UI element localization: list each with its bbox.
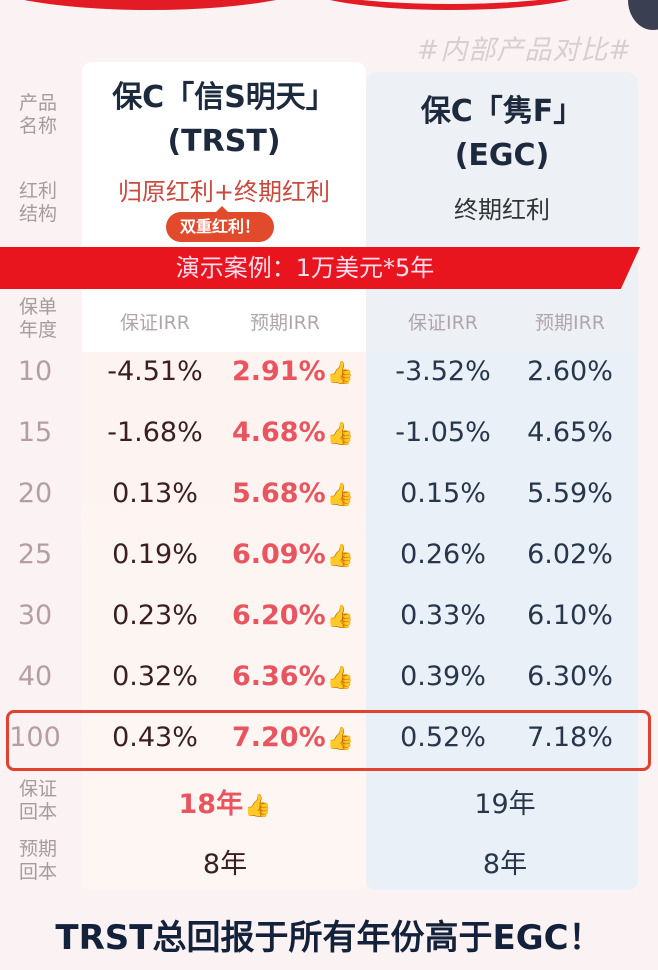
product-a-name-line1: 保C「信S明天」: [112, 80, 336, 115]
b-guaranteed-irr-cell: 0.39%: [400, 661, 486, 692]
b-guaranteed-irr-cell: 0.26%: [400, 539, 486, 570]
policy-year-cell: 25: [17, 539, 53, 570]
a-expected-irr-cell: 6.20%👍: [231, 600, 355, 631]
double-dividend-badge: 双重红利！: [166, 206, 274, 242]
label-product-name: 产品名称: [18, 92, 57, 137]
b-guaranteed-irr-cell: -3.52%: [395, 356, 491, 387]
b-guaranteed-irr-cell: 0.15%: [400, 478, 486, 509]
a-guaranteed-irr-cell: 0.19%: [112, 539, 198, 570]
b-expected-irr-cell: 2.60%: [527, 356, 613, 387]
a-expected-irr-cell: 5.68%👍: [231, 478, 355, 509]
header-b-expected-irr: 预期IRR: [534, 312, 605, 334]
thumbs-up-heart-icon: 👍: [326, 544, 355, 569]
decorative-shape: [628, 0, 658, 30]
thumbs-up-heart-icon: 👍: [244, 794, 272, 819]
b-expected-irr-cell: 4.65%: [527, 417, 613, 448]
a-guaranteed-irr-cell: -1.68%: [107, 417, 203, 448]
thumbs-up-heart-icon: 👍: [326, 483, 355, 508]
label-dividend-structure: 红利结构: [18, 180, 57, 225]
header-tag: #内部产品对比#: [416, 35, 632, 66]
product-b-name: 保C「隽F」 (EGC): [366, 90, 638, 178]
a-expected-irr-cell: 6.09%👍: [231, 539, 355, 570]
thumbs-up-heart-icon: 👍: [326, 361, 355, 386]
a-expected-irr-cell: 7.20%👍: [231, 722, 355, 753]
demo-case-banner: 演示案例：1万美元*5年: [0, 247, 640, 289]
product-b-name-line2: (EGC): [454, 138, 550, 173]
highlight-box-year-100: [6, 710, 651, 771]
b-expected-irr-cell: 6.10%: [527, 600, 613, 631]
policy-year-cell: 15: [17, 417, 53, 448]
trst-column-card: [82, 62, 366, 890]
b-expected-irr-cell: 6.30%: [527, 661, 613, 692]
policy-year-cell: 100: [9, 722, 61, 753]
b-guaranteed-irr-cell: -1.05%: [395, 417, 491, 448]
header-a-expected-irr: 预期IRR: [249, 312, 320, 334]
header-b-guaranteed-irr: 保证IRR: [407, 312, 478, 334]
label-expected-breakeven: 预期回本: [18, 838, 57, 883]
a-expected-irr-cell: 6.36%👍: [231, 661, 355, 692]
egc-column-card: [366, 72, 638, 890]
label-guaranteed-breakeven: 保证回本: [18, 778, 57, 823]
product-a-dividend: 归原红利+终期红利: [117, 178, 331, 206]
a-guaranteed-irr-cell: 0.13%: [112, 478, 198, 509]
conclusion-text: TRST总回报于所有年份高于EGC！: [55, 918, 603, 958]
a-guaranteed-irr-cell: 0.32%: [112, 661, 198, 692]
b-guaranteed-breakeven: 19年: [474, 789, 536, 820]
b-guaranteed-irr-cell: 0.52%: [400, 722, 486, 753]
product-b-dividend: 终期红利: [454, 196, 550, 224]
b-expected-irr-cell: 6.02%: [527, 539, 613, 570]
label-policy-year: 保单年度: [18, 296, 57, 341]
thumbs-up-heart-icon: 👍: [326, 422, 355, 447]
a-guaranteed-irr-cell: 0.43%: [112, 722, 198, 753]
product-a-name: 保C「信S明天」 (TRST): [82, 76, 366, 164]
a-expected-breakeven: 8年: [202, 849, 248, 880]
b-expected-breakeven: 8年: [482, 849, 528, 880]
policy-year-cell: 10: [17, 356, 53, 387]
a-expected-irr-cell: 4.68%👍: [231, 417, 355, 448]
policy-year-cell: 30: [17, 600, 53, 631]
a-guaranteed-breakeven: 18年👍: [178, 789, 272, 820]
product-b-name-line1: 保C「隽F」: [420, 94, 584, 129]
thumbs-up-heart-icon: 👍: [326, 666, 355, 691]
header-a-guaranteed-irr: 保证IRR: [119, 312, 190, 334]
product-a-name-line2: (TRST): [167, 124, 281, 159]
b-expected-irr-cell: 5.59%: [527, 478, 613, 509]
b-guaranteed-irr-cell: 0.33%: [400, 600, 486, 631]
a-guaranteed-irr-cell: 0.23%: [112, 600, 198, 631]
thumbs-up-heart-icon: 👍: [326, 605, 355, 630]
thumbs-up-heart-icon: 👍: [326, 727, 355, 752]
b-expected-irr-cell: 7.18%: [527, 722, 613, 753]
policy-year-cell: 40: [17, 661, 53, 692]
decorative-swirl: [300, 0, 600, 10]
decorative-swirl: [0, 0, 330, 10]
policy-year-cell: 20: [17, 478, 53, 509]
a-expected-irr-cell: 2.91%👍: [231, 356, 355, 387]
a-guaranteed-irr-cell: -4.51%: [107, 356, 203, 387]
